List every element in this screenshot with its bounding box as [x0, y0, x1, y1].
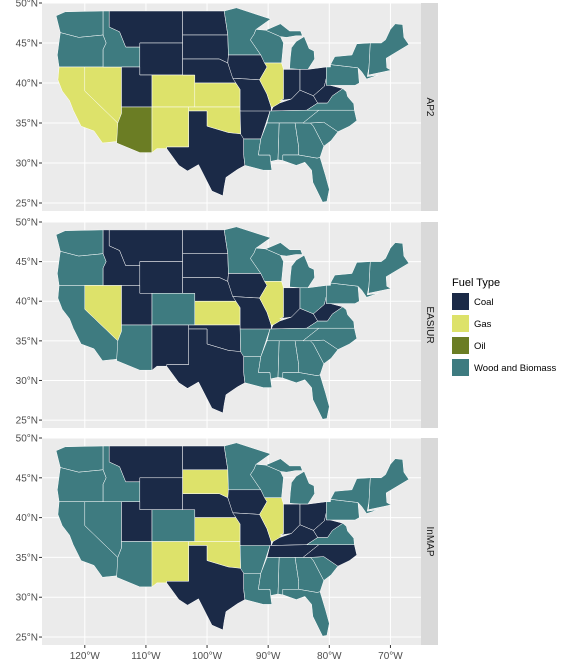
legend: Fuel Type Coal Gas Oil Wood and Biomass: [452, 277, 556, 376]
y-tick-label: 25°N: [16, 199, 38, 210]
region-wyoming: [139, 477, 183, 510]
region-pennsylvania: [326, 64, 360, 86]
region-colorado: [151, 74, 196, 108]
legend-key-oil: [452, 337, 469, 354]
y-tick-label: 30°N: [16, 376, 38, 387]
y-tick-label: 25°N: [16, 633, 38, 644]
y-tick-label: 45°N: [16, 473, 38, 484]
region-new-england: [368, 458, 410, 510]
region-kansas: [194, 517, 241, 542]
y-tick-label: 45°N: [16, 257, 38, 268]
x-tick-label: 120°W: [70, 651, 101, 662]
y-tick-label: 50°N: [16, 0, 38, 10]
region-south-dakota: [182, 253, 229, 282]
region-oregon: [57, 251, 107, 286]
facet-strip: [421, 438, 438, 645]
facet-strip-label: EASIUR: [424, 306, 435, 343]
region-north-dakota: [182, 445, 229, 471]
region-west-virginia: [313, 296, 344, 322]
map-panel-ap2: 25°N 30°N 35°N 40°N 45°N 50°N AP2: [16, 0, 438, 211]
region-texas: [166, 328, 246, 414]
legend-key-gas: [452, 315, 469, 332]
y-tick-label: 40°N: [16, 79, 38, 90]
y-tick-label: 25°N: [16, 416, 38, 427]
x-axis: 120°W 110°W 100°W 90°W 80°W 70°W: [70, 645, 403, 662]
region-colorado: [151, 293, 196, 326]
y-tick-label: 30°N: [16, 593, 38, 604]
region-mississippi: [258, 557, 280, 596]
region-kansas: [194, 82, 241, 108]
legend-title: Fuel Type: [452, 277, 500, 289]
region-michigan-up: [265, 23, 303, 38]
facet-strip: [421, 222, 438, 428]
x-tick-label: 100°W: [192, 651, 223, 662]
y-tick-label: 35°N: [16, 336, 38, 347]
x-tick-label: 90°W: [256, 651, 281, 662]
y-tick-label: 40°N: [16, 297, 38, 308]
region-new-england: [368, 242, 410, 294]
region-michigan-up: [265, 458, 303, 473]
y-tick-label: 40°N: [16, 513, 38, 524]
y-tick-label: 35°N: [16, 553, 38, 564]
region-north-dakota: [182, 229, 229, 254]
map-panel-inmap: 25°N 30°N 35°N 40°N 45°N 50°N InMAP: [16, 434, 438, 645]
region-texas: [166, 545, 246, 631]
region-new-york: [330, 42, 379, 80]
x-tick-label: 80°W: [317, 651, 342, 662]
region-west-virginia: [313, 77, 344, 104]
region-new-mexico: [151, 324, 189, 371]
region-new-england: [368, 23, 410, 76]
region-mississippi: [258, 340, 280, 380]
region-oregon: [57, 32, 107, 68]
region-florida: [282, 154, 330, 203]
legend-key-wood: [452, 359, 469, 376]
region-oregon: [57, 467, 107, 502]
x-tick-label: 110°W: [131, 651, 161, 662]
facet-strip-label: InMAP: [424, 526, 435, 556]
y-tick-label: 30°N: [16, 159, 38, 170]
region-new-york: [330, 261, 379, 298]
region-new-mexico: [151, 106, 189, 153]
y-tick-label: 50°N: [16, 434, 38, 445]
legend-label-coal: Coal: [474, 297, 494, 308]
legend-label-wood: Wood and Biomass: [474, 363, 556, 374]
legend-label-gas: Gas: [474, 319, 492, 330]
region-florida: [282, 589, 330, 637]
region-iowa: [227, 54, 268, 81]
region-colorado: [151, 509, 196, 542]
y-tick-label: 35°N: [16, 119, 38, 130]
region-wyoming: [139, 42, 183, 76]
region-pennsylvania: [326, 282, 360, 304]
x-tick-label: 70°W: [378, 651, 403, 662]
region-texas: [166, 110, 246, 197]
map-panels: 25°N 30°N 35°N 40°N 45°N 50°N AP2 25°N 30°N 35°N 4…: [16, 0, 438, 645]
region-pennsylvania: [326, 499, 360, 521]
facet-strip: [421, 3, 438, 211]
region-new-york: [330, 477, 379, 514]
legend-key-coal: [452, 293, 469, 310]
region-kansas: [194, 300, 241, 326]
region-iowa: [227, 273, 268, 299]
region-new-mexico: [151, 541, 189, 588]
facet-strip-label: AP2: [424, 98, 435, 117]
region-wyoming: [139, 261, 183, 294]
map-panel-easiur: 25°N 30°N 35°N 40°N 45°N 50°N EASIUR: [16, 218, 438, 428]
legend-label-oil: Oil: [474, 341, 486, 352]
region-florida: [282, 372, 330, 420]
y-tick-label: 50°N: [16, 218, 38, 229]
y-tick-label: 45°N: [16, 39, 38, 50]
region-iowa: [227, 489, 268, 515]
region-mississippi: [258, 122, 280, 162]
region-west-virginia: [313, 512, 344, 538]
region-north-dakota: [182, 10, 229, 36]
region-michigan-up: [265, 242, 303, 257]
